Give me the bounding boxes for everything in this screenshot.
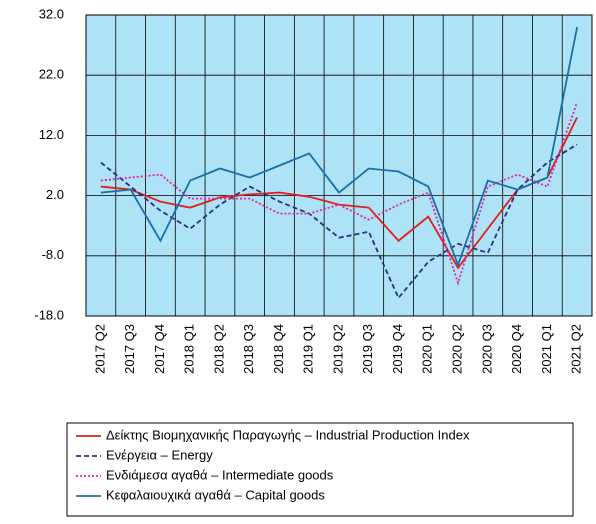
y-tick-label: 22.0 xyxy=(39,67,64,82)
legend-label: Δείκτης Βιομηχανικής Παραγωγής – Industr… xyxy=(106,427,470,442)
y-tick-label: -8.0 xyxy=(42,247,64,262)
x-tick-label: 2019 Q3 xyxy=(360,324,375,374)
legend-box xyxy=(66,422,574,517)
x-tick-label: 2020 Q3 xyxy=(479,324,494,374)
legend-label: Κεφαλαιουχικά αγαθά – Capital goods xyxy=(106,487,325,502)
series-line xyxy=(100,116,578,270)
series-line xyxy=(100,26,579,268)
plot-background xyxy=(85,14,593,317)
y-tick-label: 2.0 xyxy=(46,187,64,202)
x-tick-label: 2017 Q3 xyxy=(122,324,137,374)
x-tick-label: 2020 Q1 xyxy=(420,324,435,374)
x-tick-label: 2018 Q3 xyxy=(241,324,256,374)
x-tick-label: 2017 Q2 xyxy=(92,324,107,374)
x-tick-label: 2018 Q1 xyxy=(182,324,197,374)
x-tick-label: 2019 Q4 xyxy=(390,324,405,374)
legend-label: Ενέργεια – Energy xyxy=(106,447,213,462)
x-tick-label: 2020 Q4 xyxy=(509,324,524,374)
series-line xyxy=(100,143,578,300)
y-tick-label: -18.0 xyxy=(34,307,64,322)
y-tick-label: 32.0 xyxy=(39,6,64,21)
x-tick-label: 2017 Q4 xyxy=(152,324,167,374)
x-tick-label: 2020 Q2 xyxy=(449,324,464,374)
x-tick-label: 2018 Q4 xyxy=(271,324,286,374)
x-tick-label: 2021 Q2 xyxy=(569,324,584,374)
legend-label: Ενδιάμεσα αγαθά – Intermediate goods xyxy=(106,467,334,482)
x-tick-label: 2019 Q1 xyxy=(301,324,316,374)
x-tick-label: 2018 Q2 xyxy=(211,324,226,374)
x-tick-label: 2019 Q2 xyxy=(330,324,345,374)
series-line xyxy=(100,101,578,286)
x-tick-label: 2021 Q1 xyxy=(539,324,554,374)
y-tick-label: 12.0 xyxy=(39,127,64,142)
